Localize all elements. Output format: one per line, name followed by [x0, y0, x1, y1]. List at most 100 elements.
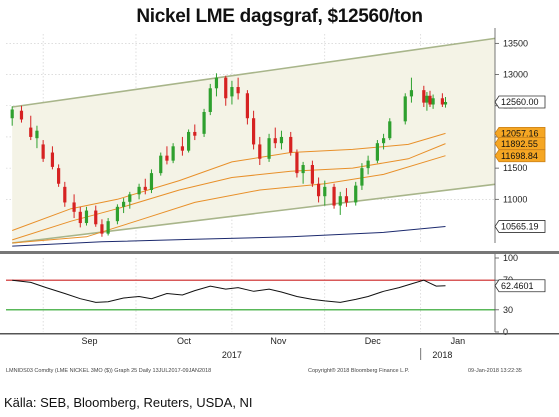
- candle-body: [301, 165, 305, 174]
- candle-4: [41, 140, 45, 162]
- candle-body: [165, 155, 169, 161]
- candle-55: [422, 85, 426, 107]
- price-tick-label-0: 11000: [503, 194, 527, 204]
- candle-35: [267, 133, 271, 162]
- candle-30: [230, 80, 234, 105]
- candle-body: [381, 138, 386, 144]
- rsi-line: [12, 279, 446, 303]
- candle-body: [137, 186, 141, 195]
- candle-body: [354, 185, 358, 203]
- candle-0: [10, 106, 14, 126]
- candle-18: [143, 178, 147, 195]
- candle-body: [344, 196, 349, 203]
- candle-body: [428, 95, 432, 105]
- rsi-tick-label-1: 30: [503, 305, 513, 315]
- candle-37: [279, 130, 284, 150]
- bottom-rule: [0, 333, 559, 335]
- candle-body: [214, 77, 219, 89]
- candle-42: [316, 177, 321, 203]
- candle-53: [403, 93, 407, 125]
- candle-body: [403, 96, 407, 122]
- candle-body: [29, 127, 33, 137]
- candle-body: [431, 98, 435, 105]
- indicator-tag-0-text: 12057.16: [501, 129, 539, 139]
- rsi-value-tag-text: 62.4601: [501, 281, 534, 291]
- price-tick-label-4: 13000: [503, 70, 528, 80]
- candle-48: [360, 163, 364, 190]
- last-price-tag-text: 12560.00: [501, 97, 539, 107]
- candle-10: [84, 206, 89, 226]
- candle-body: [332, 186, 336, 206]
- candle-33: [251, 110, 256, 150]
- year-label-1: 2018: [432, 350, 452, 360]
- moving-average-3: [12, 226, 446, 247]
- candle-body: [187, 131, 191, 151]
- candle-1: [19, 105, 24, 123]
- candle-38: [289, 131, 293, 156]
- last-price-tag-box: [494, 95, 546, 109]
- candle-body: [375, 143, 379, 161]
- rsi-value-tag: 62.4601: [494, 279, 546, 293]
- candle-body: [63, 186, 67, 203]
- candle-body: [409, 90, 414, 97]
- candle-body: [19, 110, 24, 120]
- footer-right: 09-Jan-2018 13:22:35: [468, 368, 522, 374]
- candle-body: [50, 152, 55, 167]
- candle-15: [122, 198, 126, 214]
- candle-body: [289, 136, 293, 153]
- candle-12: [100, 219, 104, 237]
- trend-channel-lower: [12, 183, 496, 244]
- chart-title: Nickel LME dagsgraf, $12560/ton: [136, 6, 423, 27]
- candle-26: [202, 108, 206, 137]
- candle-43: [323, 180, 327, 206]
- candle-body: [180, 146, 185, 151]
- candle-59: [440, 93, 444, 107]
- candle-31: [236, 77, 240, 100]
- indicator-tag-2-text: 11698.84: [501, 151, 538, 161]
- candle-body: [193, 131, 197, 136]
- candle-body: [422, 90, 426, 103]
- indicator-tag-1-box: [494, 137, 546, 151]
- candle-23: [180, 136, 185, 156]
- candle-body: [360, 168, 364, 186]
- candle-body: [310, 165, 314, 184]
- indicator-tag-2: 11698.84: [494, 149, 546, 163]
- candle-13: [106, 218, 110, 236]
- candle-21: [165, 146, 169, 165]
- candle-40: [301, 161, 305, 184]
- price-tick-label-5: 13500: [503, 38, 528, 48]
- candle-body: [230, 87, 234, 97]
- candle-45: [338, 191, 342, 215]
- rsi-panel: [6, 279, 495, 311]
- candle-16: [128, 191, 132, 209]
- indicator-tag-1: 11892.55: [494, 137, 546, 151]
- candle-25: [193, 124, 197, 141]
- indicator-tag-3-box: [494, 220, 546, 233]
- candle-body: [202, 111, 206, 134]
- candle-body: [35, 130, 39, 139]
- candle-body: [251, 118, 256, 145]
- candle-24: [187, 129, 191, 153]
- candle-36: [273, 127, 277, 149]
- candle-3: [35, 125, 39, 149]
- footer-left: LMNIDS03 Comdty (LME NICKEL 3MO ($)) Gra…: [6, 368, 211, 374]
- candle-44: [332, 183, 336, 209]
- month-label-4: Jan: [451, 336, 466, 346]
- candle-body: [258, 144, 262, 159]
- indicator-tag-1-text: 11892.55: [501, 139, 538, 149]
- candle-20: [159, 152, 163, 176]
- candle-body: [72, 202, 76, 212]
- candle-body: [171, 146, 175, 161]
- candle-body: [41, 144, 45, 159]
- rsi-panel-bg: [6, 258, 495, 332]
- candle-6: [57, 164, 61, 187]
- candle-body: [366, 160, 370, 169]
- candle-60: [443, 97, 448, 108]
- candle-9: [78, 206, 82, 228]
- candle-body: [273, 138, 277, 144]
- candle-29: [224, 75, 228, 106]
- candle-body: [316, 183, 321, 197]
- candle-46: [344, 188, 349, 207]
